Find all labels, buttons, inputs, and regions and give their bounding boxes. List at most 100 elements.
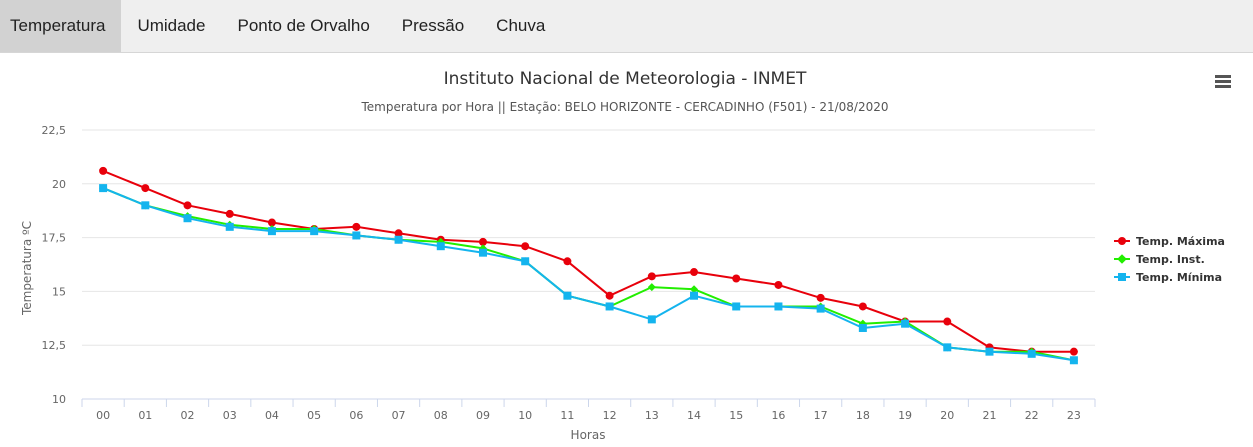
chart-title: Instituto Nacional de Meteorologia - INM… bbox=[444, 69, 807, 89]
data-point bbox=[690, 268, 699, 277]
y-axis-label: Temperatura ºC bbox=[20, 221, 34, 316]
temperature-chart: Instituto Nacional de Meteorologia - INM… bbox=[20, 69, 1096, 442]
y-tick-label: 12,5 bbox=[42, 339, 67, 352]
data-point bbox=[647, 283, 656, 292]
x-tick-label: 19 bbox=[898, 409, 912, 422]
data-point bbox=[605, 291, 614, 300]
data-point bbox=[352, 231, 361, 240]
data-point bbox=[225, 209, 234, 218]
x-tick-label: 06 bbox=[349, 409, 363, 422]
x-axis-label: Horas bbox=[571, 428, 606, 442]
tab-temperatura[interactable]: Temperatura bbox=[0, 0, 122, 52]
x-tick-label: 04 bbox=[265, 409, 279, 422]
x-tick-label: 07 bbox=[392, 409, 406, 422]
data-point bbox=[478, 248, 487, 257]
data-point bbox=[858, 302, 867, 311]
series-temp-m-xima bbox=[99, 166, 1078, 356]
x-tick-label: 00 bbox=[96, 409, 110, 422]
x-tick-label: 11 bbox=[560, 409, 574, 422]
x-tick-label: 15 bbox=[729, 409, 743, 422]
x-tick-label: 08 bbox=[434, 409, 448, 422]
data-point bbox=[352, 222, 361, 231]
menu-bar bbox=[1215, 85, 1231, 88]
tab-chuva[interactable]: Chuva bbox=[496, 16, 546, 35]
axes: 10 12,5 15 17,5 20 22,5 00 01 02 03 04 05 06 07 08 09 10… bbox=[42, 124, 1096, 422]
data-point bbox=[943, 343, 952, 352]
chart-legend: Temp. Máxima Temp. Inst. Temp. Mínima bbox=[1114, 232, 1225, 286]
x-tick-label: 03 bbox=[223, 409, 237, 422]
x-tick-label: 20 bbox=[940, 409, 954, 422]
data-point bbox=[858, 323, 867, 332]
x-tick-label: 10 bbox=[518, 409, 532, 422]
data-point bbox=[394, 235, 403, 244]
data-point bbox=[816, 293, 825, 302]
data-point bbox=[141, 184, 150, 193]
x-tick-label: 16 bbox=[771, 409, 785, 422]
data-point bbox=[183, 201, 192, 210]
grid-lines bbox=[82, 129, 1095, 346]
data-point bbox=[1069, 356, 1078, 365]
data-point bbox=[478, 237, 487, 246]
data-point bbox=[985, 347, 994, 356]
x-tick-label: 22 bbox=[1025, 409, 1039, 422]
legend-item-temp-maxima[interactable]: Temp. Máxima bbox=[1114, 232, 1225, 250]
hamburger-menu-icon[interactable] bbox=[1212, 72, 1234, 92]
x-tick-label: 14 bbox=[687, 409, 701, 422]
data-point bbox=[225, 222, 234, 231]
x-tick-label: 23 bbox=[1067, 409, 1081, 422]
data-point bbox=[267, 218, 276, 227]
x-tick-label: 21 bbox=[982, 409, 996, 422]
x-tick-label: 01 bbox=[138, 409, 152, 422]
y-tick-label: 20 bbox=[52, 178, 66, 191]
chart-subtitle: Temperatura por Hora || Estação: BELO HO… bbox=[361, 100, 889, 114]
legend-symbol bbox=[1114, 254, 1130, 264]
data-point bbox=[605, 302, 614, 311]
data-point bbox=[647, 315, 656, 324]
data-point bbox=[774, 280, 783, 289]
data-point bbox=[521, 257, 530, 266]
data-point bbox=[732, 274, 741, 283]
data-point bbox=[563, 257, 572, 266]
data-point bbox=[774, 302, 783, 311]
data-point bbox=[816, 304, 825, 313]
x-tick-label: 18 bbox=[856, 409, 870, 422]
x-tick-label: 12 bbox=[603, 409, 617, 422]
legend-label: Temp. Mínima bbox=[1136, 270, 1223, 284]
data-point bbox=[943, 317, 952, 326]
data-point bbox=[521, 242, 530, 251]
y-tick-label: 15 bbox=[52, 285, 66, 298]
menu-bar bbox=[1215, 75, 1231, 78]
data-point bbox=[690, 291, 699, 300]
data-point bbox=[436, 242, 445, 251]
series-line bbox=[102, 187, 1075, 362]
legend-symbol bbox=[1114, 272, 1130, 282]
legend-label: Temp. Inst. bbox=[1136, 252, 1205, 266]
data-point bbox=[310, 227, 319, 236]
data-point bbox=[394, 229, 403, 238]
y-tick-label: 17,5 bbox=[42, 232, 67, 245]
series-line bbox=[102, 169, 1075, 353]
tab-pressao[interactable]: Pressão bbox=[401, 16, 465, 35]
data-point bbox=[1027, 349, 1036, 358]
data-point bbox=[732, 302, 741, 311]
data-point bbox=[563, 291, 572, 300]
menu-bar bbox=[1215, 80, 1231, 83]
tab-umidade[interactable]: Umidade bbox=[137, 16, 206, 35]
series-temp-m-nima bbox=[99, 184, 1078, 365]
legend-symbol bbox=[1114, 236, 1130, 246]
data-point bbox=[647, 272, 656, 281]
data-point bbox=[267, 227, 276, 236]
y-tick-label: 10 bbox=[52, 393, 66, 406]
series-layer bbox=[99, 166, 1078, 365]
legend-item-temp-inst[interactable]: Temp. Inst. bbox=[1114, 250, 1225, 268]
legend-item-temp-minima[interactable]: Temp. Mínima bbox=[1114, 268, 1225, 286]
tab-bar: Temperatura Umidade Ponto de Orvalho Pre… bbox=[0, 0, 1253, 53]
data-point bbox=[690, 285, 699, 294]
data-point bbox=[901, 319, 910, 328]
x-tick-label: 02 bbox=[181, 409, 195, 422]
data-point bbox=[99, 166, 108, 175]
tab-ponto-de-orvalho[interactable]: Ponto de Orvalho bbox=[237, 16, 370, 35]
x-tick-label: 05 bbox=[307, 409, 321, 422]
x-tick-label: 13 bbox=[645, 409, 659, 422]
series-line bbox=[102, 187, 1075, 362]
